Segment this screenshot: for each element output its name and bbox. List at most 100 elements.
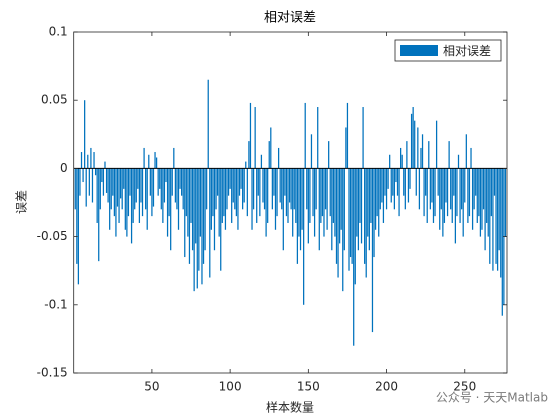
bar	[162, 168, 164, 223]
bar	[384, 168, 386, 196]
bar	[234, 168, 236, 210]
bar	[220, 168, 222, 271]
bar	[149, 168, 151, 196]
bar	[306, 168, 308, 210]
bar	[312, 168, 314, 217]
bar	[154, 152, 156, 169]
bar	[498, 168, 500, 251]
bar	[96, 168, 98, 223]
bar	[475, 168, 477, 196]
bar	[157, 168, 159, 196]
bar	[245, 161, 247, 169]
bar	[202, 168, 205, 264]
bar	[290, 168, 292, 210]
bar	[80, 152, 83, 169]
bar	[451, 168, 453, 223]
bar	[450, 168, 452, 210]
y-tick-label: -0.1	[44, 297, 67, 311]
bar	[428, 141, 430, 169]
bar	[209, 168, 211, 278]
bar	[191, 168, 194, 251]
bar	[121, 168, 123, 210]
bar	[353, 168, 355, 346]
bar	[318, 168, 320, 251]
bar	[218, 168, 220, 237]
legend-swatch	[400, 45, 438, 56]
bar	[141, 168, 144, 217]
bar	[418, 168, 421, 210]
bar	[471, 168, 474, 230]
bar	[113, 168, 115, 217]
bar	[196, 168, 198, 289]
bar	[213, 168, 216, 251]
bar	[195, 168, 197, 244]
bar	[376, 168, 378, 217]
bar	[173, 147, 175, 169]
bar	[409, 168, 411, 189]
bar	[459, 168, 461, 223]
bar	[102, 168, 105, 196]
bar	[199, 168, 202, 237]
bar	[362, 107, 364, 169]
bar	[252, 168, 255, 210]
bar	[152, 168, 155, 207]
bar	[198, 168, 200, 271]
bar	[248, 141, 250, 169]
bar	[174, 168, 177, 203]
bar	[334, 168, 336, 237]
bar	[395, 168, 397, 183]
bar	[296, 168, 299, 264]
bar	[400, 147, 402, 169]
bar	[323, 168, 325, 237]
bar	[440, 168, 442, 210]
bar	[104, 161, 106, 169]
bar	[148, 154, 150, 169]
bar	[401, 154, 403, 169]
bar	[193, 168, 195, 292]
bar	[456, 168, 458, 217]
bar	[462, 168, 464, 237]
bar	[215, 168, 217, 210]
bar	[321, 168, 324, 217]
y-tick-label: 0.1	[49, 25, 68, 39]
bar	[378, 168, 380, 237]
bar	[145, 168, 147, 210]
bar	[304, 102, 306, 169]
bar	[432, 168, 435, 223]
bar	[473, 168, 475, 210]
bar	[90, 147, 92, 169]
x-tick-label: 100	[219, 380, 242, 394]
bar	[435, 120, 438, 169]
bar	[235, 168, 238, 217]
bar	[181, 168, 183, 196]
bar	[431, 168, 433, 203]
bar	[93, 152, 95, 169]
bar	[417, 127, 419, 169]
bar	[212, 168, 214, 217]
bar	[118, 168, 120, 223]
bar	[313, 168, 316, 237]
bar	[91, 168, 94, 203]
bar	[429, 168, 431, 210]
bar	[490, 168, 492, 217]
bar	[101, 168, 103, 183]
bar	[387, 168, 389, 189]
bar	[479, 168, 482, 237]
bar	[349, 168, 352, 258]
bar	[338, 168, 341, 244]
bar	[221, 168, 223, 223]
bar	[210, 168, 212, 230]
bar	[277, 147, 280, 169]
bar	[285, 168, 288, 217]
bar	[412, 107, 414, 169]
y-tick-label: -0.05	[37, 229, 68, 243]
bar	[342, 168, 344, 292]
watermark: 公众号 · 天天Matlab	[436, 391, 548, 405]
bar	[231, 168, 233, 223]
bar	[184, 168, 186, 258]
bar	[478, 168, 480, 217]
x-axis-label: 样本数量	[266, 400, 314, 415]
bar	[484, 168, 486, 251]
bar	[415, 168, 417, 196]
bar	[500, 168, 502, 278]
